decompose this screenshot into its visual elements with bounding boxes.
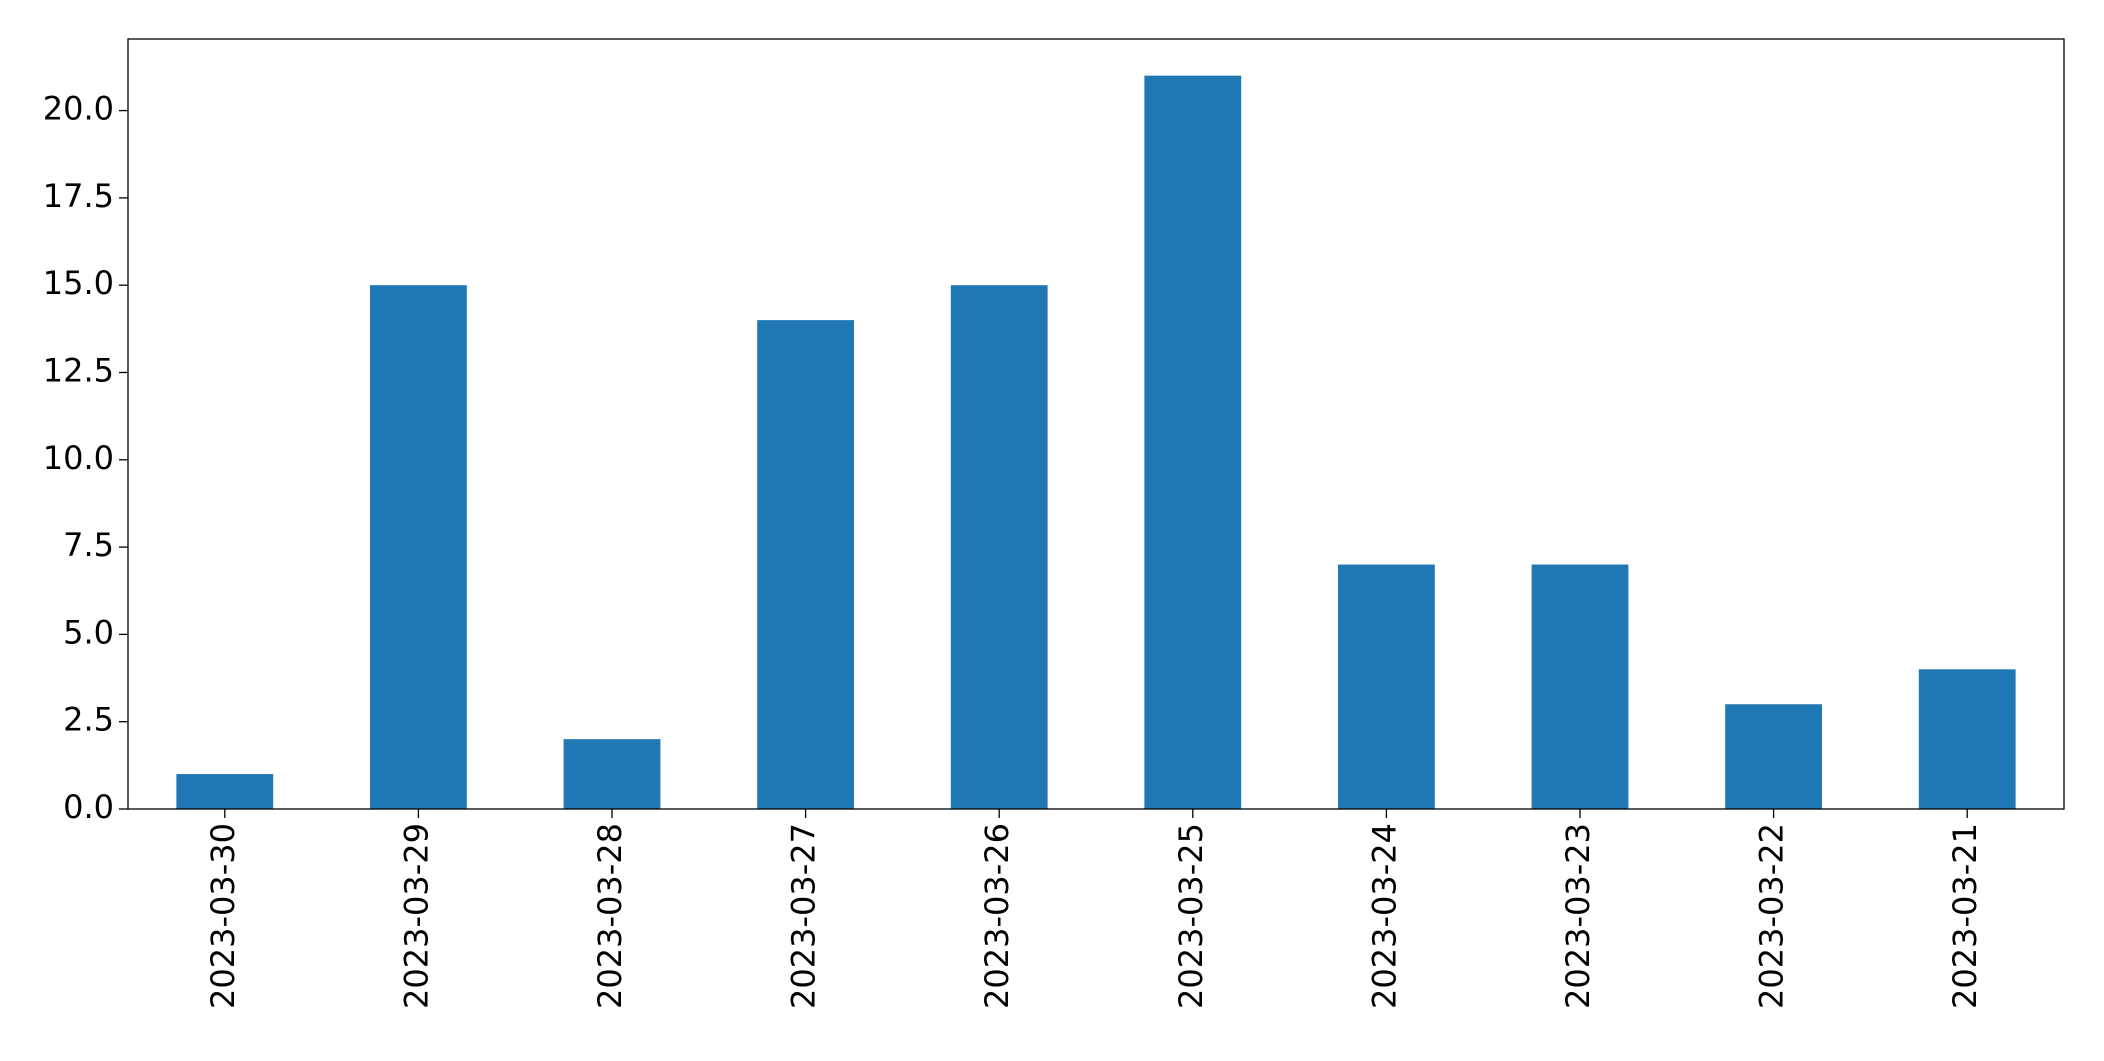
y-tick-label: 10.0 — [43, 439, 114, 477]
x-tick-label: 2023-03-22 — [1753, 823, 1791, 1009]
x-tick-label: 2023-03-27 — [785, 823, 823, 1009]
bar — [1338, 564, 1435, 809]
x-tick-label: 2023-03-28 — [591, 823, 629, 1009]
x-tick-label: 2023-03-26 — [978, 823, 1016, 1009]
y-tick-label: 0.0 — [63, 788, 114, 826]
y-tick-label: 5.0 — [63, 613, 114, 651]
x-tick-label: 2023-03-30 — [204, 823, 242, 1009]
x-tick-label: 2023-03-25 — [1172, 823, 1210, 1009]
y-tick-label: 15.0 — [43, 264, 114, 302]
y-tick-label: 2.5 — [63, 701, 114, 739]
bar — [176, 774, 274, 809]
bar — [370, 285, 467, 809]
x-tick-label: 2023-03-24 — [1365, 823, 1403, 1009]
y-tick-label: 7.5 — [63, 526, 114, 564]
bar — [1531, 564, 1629, 809]
bar — [1144, 75, 1242, 809]
plot-frame — [127, 38, 2065, 810]
bar — [1918, 669, 2016, 809]
y-tick-label: 17.5 — [43, 177, 114, 215]
bar — [563, 739, 661, 809]
x-tick-label: 2023-03-29 — [397, 823, 435, 1009]
bar — [757, 320, 854, 809]
x-tick-label: 2023-03-21 — [1946, 823, 1984, 1009]
x-tick-label: 2023-03-23 — [1559, 823, 1597, 1009]
y-tick-label: 12.5 — [43, 351, 114, 389]
bar — [950, 285, 1048, 809]
y-tick-label: 20.0 — [43, 90, 114, 128]
bar — [1725, 704, 1822, 809]
